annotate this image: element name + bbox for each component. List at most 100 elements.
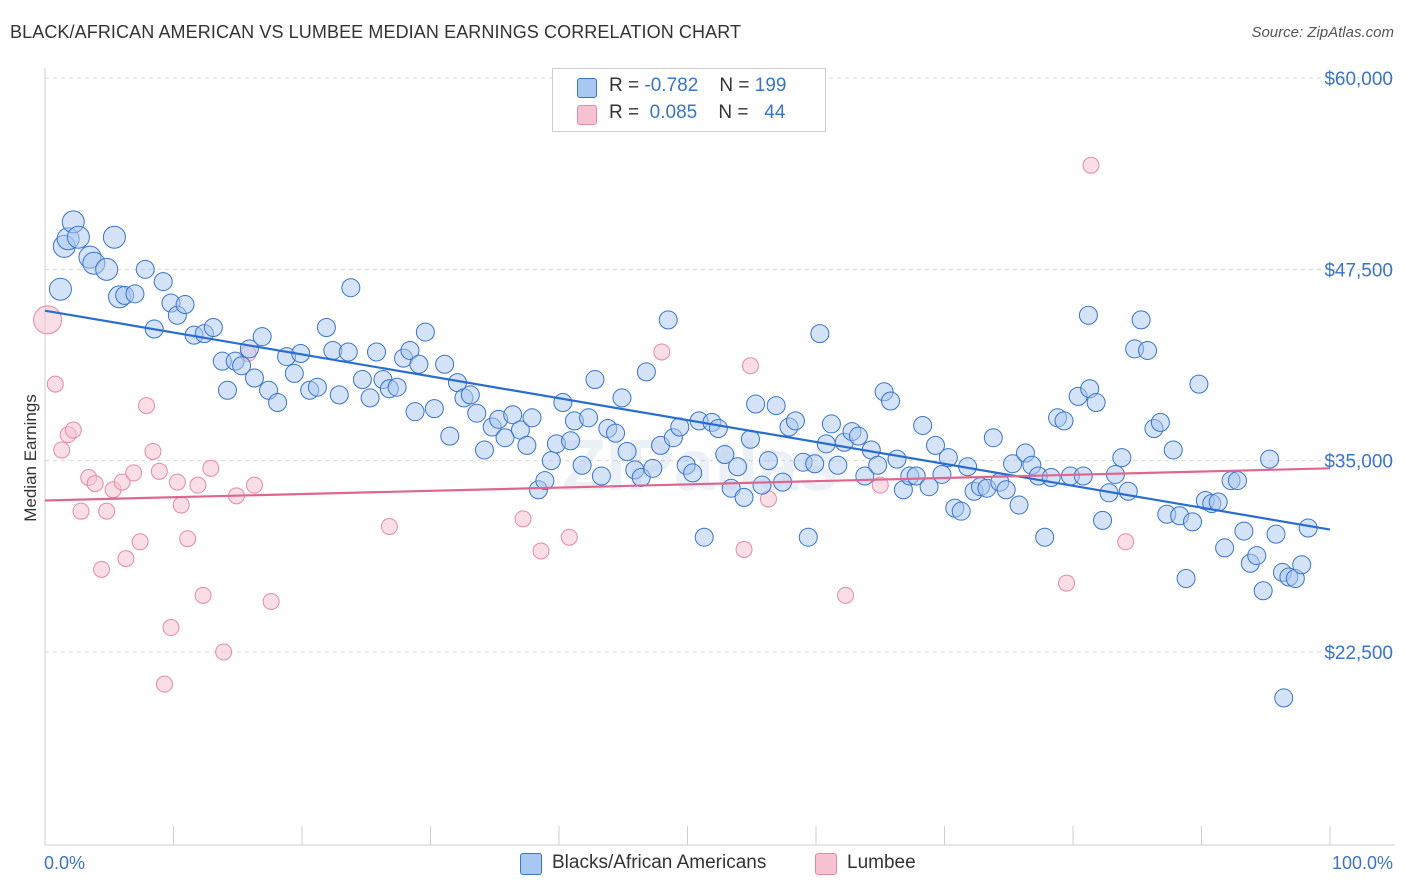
black-point — [360, 388, 380, 408]
black-point — [752, 475, 772, 495]
black-point — [217, 380, 237, 400]
source-label: Source: ZipAtlas.com — [1251, 24, 1394, 41]
lumbee-point — [172, 496, 190, 514]
black-point — [881, 391, 901, 411]
black-point — [541, 451, 561, 471]
lumbee-point — [837, 586, 855, 604]
black-point — [232, 356, 252, 376]
black-point — [268, 393, 288, 413]
black-point — [1073, 466, 1093, 486]
black-point — [1215, 538, 1235, 558]
black-point — [828, 455, 848, 475]
black-point — [1247, 546, 1267, 566]
black-point — [1078, 305, 1098, 325]
lumbee-point — [245, 476, 263, 494]
lumbee-point — [72, 502, 90, 520]
y-tick-label: $60,000 — [1324, 69, 1393, 90]
black-point — [606, 423, 626, 443]
black-point — [467, 403, 487, 423]
watermark: ZIPatlas — [562, 426, 838, 506]
black-point — [367, 342, 387, 362]
black-point — [175, 295, 195, 315]
black-point — [352, 370, 372, 390]
lumbee-point — [871, 476, 889, 494]
y-tick-label: $47,500 — [1324, 260, 1393, 281]
black-point — [694, 527, 714, 547]
black-point — [517, 435, 537, 455]
black-point — [125, 284, 145, 304]
black-point — [415, 322, 435, 342]
black-point — [503, 405, 523, 425]
lumbee-point — [189, 476, 207, 494]
lumbee-point — [64, 421, 82, 439]
blue-swatch — [520, 853, 542, 875]
legend-label: Lumbee — [847, 852, 916, 873]
black-point — [66, 225, 90, 249]
n-value: 199 — [754, 75, 787, 96]
trend-lines — [44, 309, 1331, 531]
black-point — [1253, 581, 1273, 601]
lumbee-point — [380, 517, 398, 535]
black-point — [585, 370, 605, 390]
lumbee-point — [560, 528, 578, 546]
n-value: 44 — [764, 102, 786, 123]
lumbee-point — [144, 442, 162, 460]
black-point — [409, 354, 429, 374]
lumbee-point — [162, 619, 180, 637]
black-point — [798, 527, 818, 547]
r-label: R = — [609, 102, 640, 123]
n-label: N = — [719, 75, 750, 96]
black-point — [435, 354, 455, 374]
black-point — [1086, 393, 1106, 413]
pink-swatch — [577, 105, 597, 125]
r-value: -0.782 — [644, 75, 699, 96]
black-point — [535, 471, 555, 491]
black-point — [203, 317, 223, 337]
lumbee-point — [194, 586, 212, 604]
black-point — [522, 408, 542, 428]
lumbee-point — [131, 533, 149, 551]
lumbee-point — [1117, 533, 1135, 551]
black-point — [572, 455, 592, 475]
black-point — [1260, 449, 1280, 469]
black-point — [683, 463, 703, 483]
black-point — [906, 466, 926, 486]
lumbee-point — [98, 502, 116, 520]
black-point — [848, 426, 868, 446]
black-point — [785, 411, 805, 431]
black-point — [805, 454, 825, 474]
lumbee-point — [125, 464, 143, 482]
black-point — [715, 445, 735, 465]
black-point — [579, 408, 599, 428]
y-tick-labels: $22,500 $35,000 $47,500 $60,000 — [1324, 69, 1393, 664]
chart-title: BLACK/AFRICAN AMERICAN VS LUMBEE MEDIAN … — [10, 22, 742, 42]
black-point — [932, 464, 952, 484]
black-point — [938, 448, 958, 468]
black-point — [307, 377, 327, 397]
black-point — [553, 393, 573, 413]
black-point — [400, 340, 420, 360]
n-label: N = — [718, 102, 749, 123]
black-point — [1003, 454, 1023, 474]
black-point — [316, 317, 336, 337]
black-point — [821, 414, 841, 434]
black-point — [1138, 340, 1158, 360]
lumbee-point — [179, 530, 197, 548]
x-tick-label: 0.0% — [44, 853, 85, 873]
black-point — [1298, 518, 1318, 538]
black-point — [341, 278, 361, 298]
black-point — [746, 394, 766, 414]
black-point — [612, 388, 632, 408]
black-point — [1266, 524, 1286, 544]
black-points — [48, 210, 1318, 708]
black-point — [868, 455, 888, 475]
black-point — [1274, 688, 1294, 708]
black-point — [1234, 521, 1254, 541]
lumbee-point — [93, 560, 111, 578]
lumbee-point — [741, 357, 759, 375]
black-point — [474, 440, 494, 460]
black-point — [405, 402, 425, 422]
black-point — [1054, 411, 1074, 431]
black-point — [284, 363, 304, 383]
